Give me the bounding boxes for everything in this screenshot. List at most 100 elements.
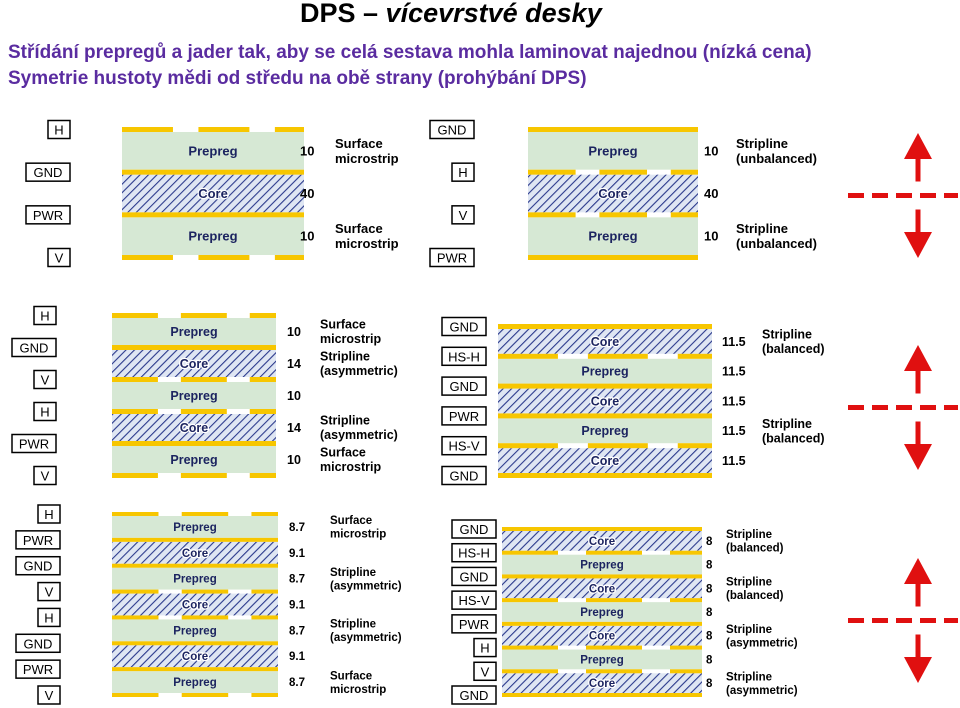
signal-trace	[181, 693, 229, 697]
impedance-note: (asymmetric)	[330, 632, 402, 644]
copper-plane	[528, 255, 698, 260]
arrow-down-shaft	[915, 209, 921, 232]
impedance-note: Stripline	[320, 414, 370, 428]
dielectric-label: Core	[591, 394, 620, 408]
thickness-value: 9.1	[289, 651, 306, 663]
thickness-value: 10	[300, 143, 314, 158]
subtitle-lamination: Střídání prepregů a jader tak, aby se ce…	[8, 42, 812, 63]
stackup-8-layer-a: Prepreg 8.7 Surface microstrip Core 9.1 Prepre…	[15, 504, 402, 705]
impedance-note: (balanced)	[726, 543, 784, 555]
symmetry-arrows-icon	[848, 133, 958, 258]
signal-trace	[670, 169, 698, 175]
dielectric-label: Prepreg	[170, 389, 217, 403]
signal-trace	[112, 693, 159, 697]
core-layer	[112, 414, 276, 441]
layer-label: V	[55, 251, 64, 266]
copper-plane	[112, 641, 278, 646]
layer-label-box	[25, 162, 71, 182]
layer-label-box	[37, 504, 61, 524]
layer-label-box	[11, 433, 57, 454]
copper-plane	[498, 324, 712, 329]
dielectric-label: Core	[589, 536, 615, 548]
thickness-value: 8	[706, 560, 713, 572]
signal-trace	[502, 645, 558, 650]
layer-label-box	[451, 519, 497, 539]
arrow-up-icon	[904, 133, 932, 159]
dielectric-label: Prepreg	[173, 522, 216, 534]
arrow-up-shaft	[915, 371, 921, 394]
dielectric-label: Prepreg	[173, 625, 216, 637]
signal-trace	[677, 443, 712, 449]
prepreg-layer	[112, 516, 278, 538]
layer-label-box	[15, 555, 61, 576]
impedance-note: (balanced)	[726, 590, 784, 602]
prepreg-layer	[112, 567, 278, 590]
copper-plane	[112, 667, 278, 672]
core-layer	[502, 673, 702, 693]
impedance-note: Stripline	[726, 624, 772, 636]
signal-trace	[251, 615, 278, 620]
core-layer	[498, 388, 712, 414]
thickness-value: 8	[706, 583, 713, 595]
thickness-value: 10	[704, 229, 718, 244]
signal-trace	[670, 598, 702, 603]
layer-label: V	[459, 208, 468, 223]
dielectric-label: Core	[180, 421, 209, 435]
dielectric-label: Prepreg	[173, 574, 216, 586]
impedance-note: Surface	[320, 318, 366, 332]
impedance-note: (unbalanced)	[736, 151, 817, 166]
thickness-value: 8.7	[289, 677, 305, 689]
arrow-down-shaft	[915, 421, 921, 444]
dielectric-label: Prepreg	[580, 560, 623, 572]
impedance-note: microstrip	[330, 684, 386, 696]
layer-label: PWR	[23, 662, 53, 677]
prepreg-layer	[122, 217, 304, 255]
impedance-note: Surface	[330, 515, 372, 527]
dielectric-label: Core	[198, 186, 228, 201]
impedance-note: microstrip	[335, 236, 399, 251]
layer-label-box	[451, 590, 497, 610]
thickness-value: 10	[300, 229, 314, 244]
impedance-note: (unbalanced)	[736, 236, 817, 251]
core-layer	[112, 350, 276, 377]
dielectric-label: Core	[589, 631, 615, 643]
prepreg-layer	[498, 418, 712, 444]
layer-label-box	[451, 205, 475, 225]
prepreg-layer	[502, 602, 702, 622]
layer-label: V	[481, 664, 490, 679]
arrow-down-icon	[904, 232, 932, 258]
symmetry-arrows-icon	[848, 558, 958, 683]
layer-label-box	[451, 542, 497, 563]
impedance-note: Surface	[335, 136, 383, 151]
layer-label: GND	[24, 636, 53, 651]
copper-plane	[112, 345, 276, 350]
signal-trace	[112, 615, 159, 620]
copper-plane	[122, 212, 304, 218]
layer-label: PWR	[449, 409, 479, 424]
layer-label: HS-V	[448, 439, 479, 454]
impedance-note: Stripline	[330, 619, 376, 631]
layer-label: PWR	[19, 437, 49, 452]
subtitle-symmetry: Symetrie hustoty mědi od středu na obě s…	[8, 68, 587, 89]
layer-label: PWR	[23, 533, 53, 548]
impedance-note: Stripline	[726, 577, 772, 589]
core-layer	[112, 593, 278, 616]
signal-trace	[180, 473, 227, 478]
dielectric-label: Core	[589, 583, 615, 595]
thickness-value: 10	[287, 453, 301, 467]
layer-label-box	[451, 566, 497, 587]
page-title-prefix: DPS –	[300, 0, 386, 28]
thickness-value: 40	[300, 186, 314, 201]
copper-plane	[112, 441, 276, 446]
layer-label-box	[47, 119, 71, 140]
thickness-value: 9.1	[289, 600, 306, 612]
stackup-4-layer-b: Prepreg 10 Stripline(unbalanced)Core 40Prep…	[429, 119, 817, 268]
signal-trace	[181, 589, 229, 594]
dielectric-label: Prepreg	[170, 325, 217, 339]
dielectric-label: Core	[180, 357, 209, 371]
signal-trace	[502, 598, 558, 603]
page-title-italic: vícevrstvé desky	[385, 0, 602, 28]
thickness-value: 8.7	[289, 625, 305, 637]
